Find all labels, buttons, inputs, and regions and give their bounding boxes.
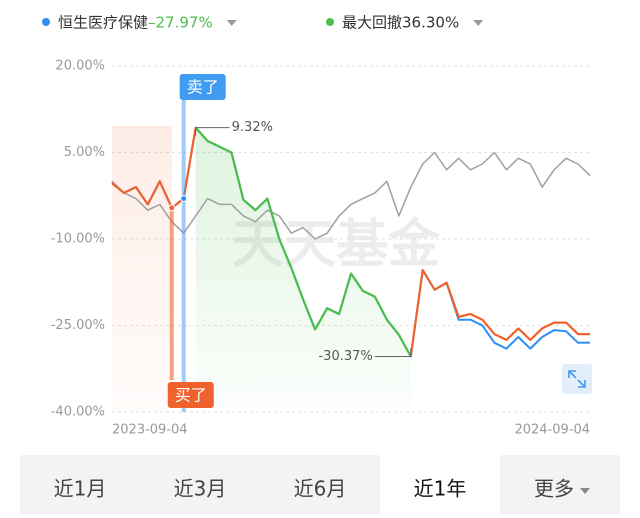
expand-icon bbox=[568, 370, 586, 388]
x-tick-label: 2023-09-04 bbox=[112, 423, 188, 438]
legend-name: 恒生医疗保健 bbox=[58, 14, 148, 32]
tab[interactable]: 近1年 bbox=[414, 477, 467, 501]
tab-caret bbox=[580, 488, 590, 494]
peak-label: 9.32% bbox=[232, 120, 273, 135]
legend-name: 最大回撤 bbox=[342, 14, 402, 32]
sell-bar bbox=[181, 98, 186, 412]
tab[interactable]: 更多 bbox=[534, 477, 574, 501]
series-line bbox=[194, 126, 412, 358]
legend-dot bbox=[326, 18, 334, 26]
legend-value: –27.97% bbox=[148, 14, 213, 32]
buy-bar bbox=[169, 207, 174, 380]
legend-value: 36.30% bbox=[402, 14, 459, 32]
tab[interactable]: 近6月 bbox=[294, 477, 347, 501]
y-tick-label: 20.00% bbox=[55, 59, 105, 74]
tab-bar bbox=[20, 455, 620, 514]
buy-badge bbox=[167, 382, 214, 408]
y-tick-label: -25.00% bbox=[51, 318, 105, 333]
tab-selected bbox=[380, 455, 500, 514]
y-tick-label: -40.00% bbox=[51, 405, 105, 420]
buy-label: 买了 bbox=[175, 386, 207, 405]
drawdown-area bbox=[195, 127, 411, 412]
y-tick-label: -10.00% bbox=[51, 232, 105, 247]
tab[interactable]: 近1月 bbox=[54, 477, 107, 501]
expand-button[interactable] bbox=[562, 364, 592, 394]
sell-badge bbox=[179, 74, 226, 100]
hold-shade bbox=[112, 126, 172, 412]
tab[interactable]: 近3月 bbox=[174, 477, 227, 501]
y-tick-label: 5.00% bbox=[64, 145, 105, 160]
trough-label: -30.37% bbox=[318, 349, 372, 364]
legend-dot bbox=[42, 18, 50, 26]
x-tick-label: 2024-09-04 bbox=[514, 423, 590, 438]
sell-dot bbox=[180, 195, 188, 203]
legend-caret bbox=[473, 20, 484, 26]
legend-caret bbox=[226, 20, 237, 26]
sell-label: 卖了 bbox=[187, 78, 219, 97]
series-line bbox=[111, 151, 591, 240]
buy-dot bbox=[168, 204, 176, 212]
